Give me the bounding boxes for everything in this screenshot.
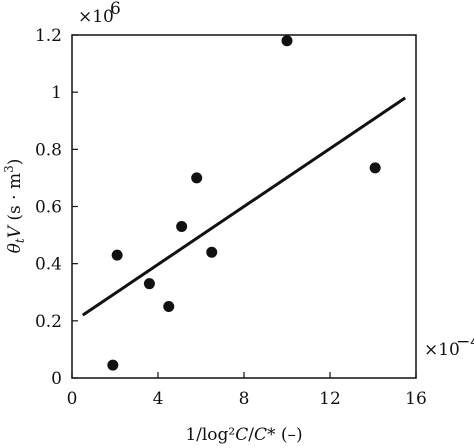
x-tick-label: 16 xyxy=(405,389,427,409)
y-tick-label: 1 xyxy=(51,83,62,103)
y-axis-label: θtV (s · m3) xyxy=(2,159,27,254)
data-point xyxy=(163,301,175,313)
data-point xyxy=(281,35,293,47)
x-tick-label: 8 xyxy=(239,389,250,409)
y-tick-label: 0.4 xyxy=(35,255,62,275)
x-multiplier-exp: −4 xyxy=(456,332,474,352)
x-tick-label: 12 xyxy=(319,389,341,409)
fit-line xyxy=(81,96,407,317)
x-tick-label: 4 xyxy=(153,389,164,409)
y-tick-label: 0 xyxy=(51,369,62,389)
data-point xyxy=(107,359,119,371)
y-multiplier: ×10 xyxy=(78,7,114,27)
x-multiplier: ×10 xyxy=(424,340,460,360)
y-tick-label: 0.6 xyxy=(35,198,62,218)
data-point xyxy=(143,278,155,290)
x-axis-label: 1/log²C/C* (–) xyxy=(185,425,302,445)
data-point xyxy=(111,249,123,261)
y-tick-label: 1.2 xyxy=(35,26,62,46)
marks-layer xyxy=(81,35,407,371)
y-multiplier-exp: 6 xyxy=(110,0,121,19)
y-tick-label: 0.8 xyxy=(35,140,62,160)
y-tick-label: 0.2 xyxy=(35,312,62,332)
x-tick-label: 0 xyxy=(67,389,78,409)
data-point xyxy=(369,162,381,174)
data-point xyxy=(206,246,218,258)
ticks-layer: 0 4 8 12 16 0 0.2 0.4 0.6 0.8 1 1.2 xyxy=(35,26,427,409)
data-point xyxy=(191,172,203,184)
data-point xyxy=(176,221,188,233)
